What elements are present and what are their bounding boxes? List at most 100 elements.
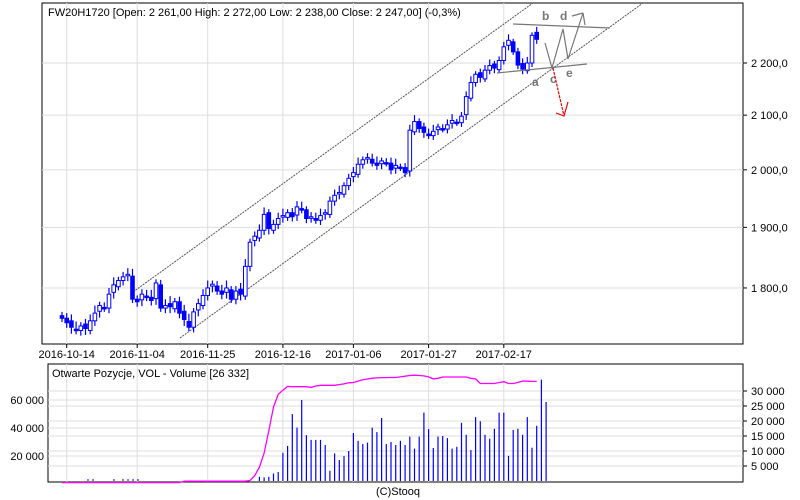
candle-body [228,289,234,300]
wave-label-a: a [532,75,539,89]
candle [252,231,257,247]
candle [529,32,535,68]
candle [106,287,112,314]
candle-body [496,59,502,71]
volume-axis: 30 000 25 000 20 000 15 000 10 000 5 000 [743,386,785,473]
volume-bars [87,379,547,481]
candle [149,289,154,306]
wave-label-d: d [560,9,567,23]
candle-body [163,305,168,309]
red-arrowhead-icon [555,101,569,117]
wave-label-e: e [566,66,573,80]
candle [379,157,384,170]
candle-body [388,162,394,171]
candle-body [304,209,309,220]
date-tick-label: 2016-10-14 [39,349,95,361]
candle-body [139,293,145,301]
price-tick-label: 2 200,0 [751,58,788,70]
candle-body [120,276,126,282]
candle [445,119,450,134]
volume-tick-label: 5 000 [751,461,779,473]
candle [120,271,126,286]
copyright-footer: (C)Stooq [376,486,420,498]
candle [167,296,173,314]
candle [69,314,74,334]
price-tick-label: 1 800,0 [751,283,788,295]
candle-body [487,65,492,71]
candle [158,279,163,312]
wave-arrowhead [571,12,584,17]
candle [243,259,248,300]
candle-body [299,208,304,211]
candle-body [529,34,535,64]
candle [308,212,314,223]
candle-body [322,212,328,215]
oi-tick-label: 60 000 [10,395,44,407]
candle [369,153,375,167]
date-tick-label: 2016-12-16 [255,349,311,361]
candle-body [346,177,351,187]
candle [412,115,417,136]
candle [186,313,192,332]
date-axis: 2016-10-14 2016-11-04 2016-11-25 2016-12-16… [39,344,532,361]
open-interest-axis: 60 000 40 000 20 000 [10,395,44,463]
candle-body [463,96,469,116]
candle-body [177,301,182,314]
red-down-arrow [552,67,569,117]
candle-body [196,303,201,311]
candle [87,314,93,335]
candle-body [280,215,286,218]
candle [313,212,319,224]
open-interest-line [62,374,537,484]
volume-tick-label: 25 000 [751,401,785,413]
date-tick-label: 2016-11-04 [109,349,164,361]
candle [515,47,521,70]
candle-body [473,73,478,84]
candle-body [83,323,88,330]
candle [506,34,511,51]
candle [459,111,464,127]
candle-body [449,119,455,124]
candle-body [510,41,516,53]
candle [219,284,225,300]
candle-body [106,293,112,309]
candle-body [167,303,173,308]
candle-body [398,166,403,170]
candle-body [87,320,93,331]
candle-body [351,172,356,178]
channel-upper-line [132,2,534,293]
candle-body [243,265,248,297]
candle [191,308,196,333]
candle-body [158,284,163,309]
candle [402,163,408,178]
candle-body [64,317,70,324]
candle [247,238,253,272]
candle [473,71,478,87]
candle [64,313,70,328]
candle-body [97,305,102,312]
candle-body [435,126,441,131]
candle [200,289,206,310]
candle-body [308,216,314,219]
candle-body [219,290,225,295]
candle-body [365,157,370,160]
date-tick-label: 2016-11-25 [180,349,235,361]
candle-body [261,213,267,231]
candle [492,60,497,74]
candle [97,301,102,318]
volume-tick-label: 10 000 [751,446,785,458]
date-tick-label: 2017-01-27 [400,349,456,361]
candle-body [153,282,159,300]
candle [468,76,474,102]
candle [205,280,210,301]
candle [374,156,380,170]
candle [125,268,131,282]
candle-body [421,126,427,133]
triangle-top-line [512,23,611,29]
wave-zigzag [544,12,586,71]
candle [275,212,281,230]
candle-body [327,200,333,215]
candle [327,196,333,218]
candle-body [384,162,389,165]
triangle-bottom-line [496,63,588,74]
